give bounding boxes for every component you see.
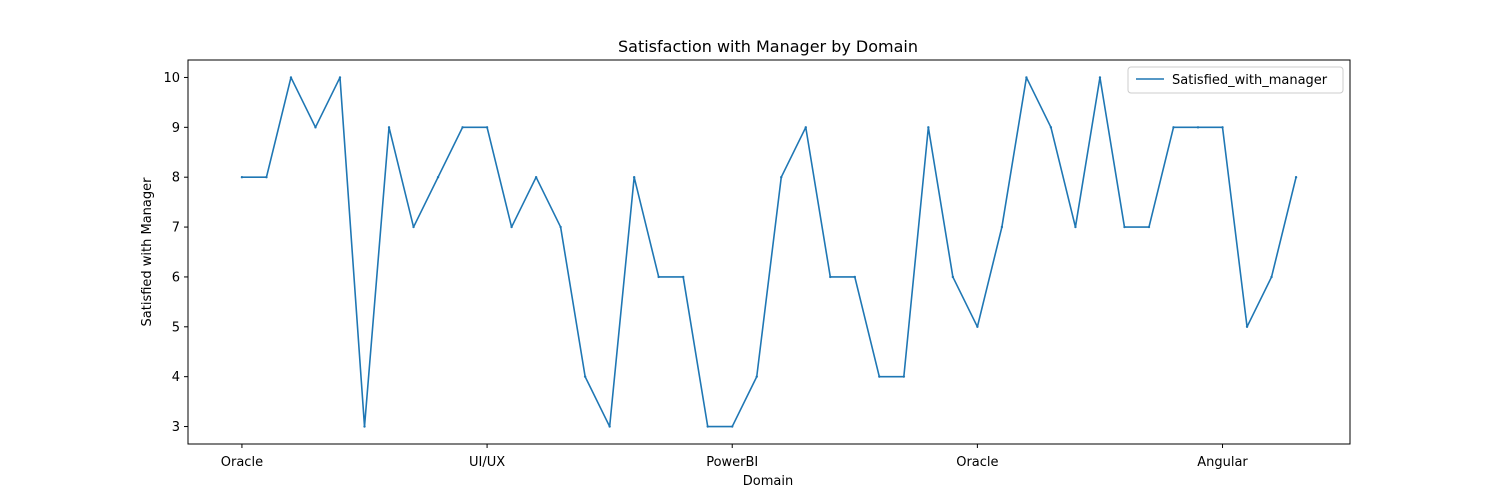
data-point bbox=[1123, 225, 1126, 229]
data-point bbox=[289, 76, 293, 79]
data-point bbox=[1294, 175, 1298, 179]
data-point bbox=[534, 175, 538, 179]
y-tick-label: 10 bbox=[163, 71, 180, 86]
data-point bbox=[731, 425, 734, 428]
data-point bbox=[363, 425, 366, 428]
data-point bbox=[976, 325, 979, 329]
data-point bbox=[314, 126, 317, 129]
data-point bbox=[1221, 126, 1224, 129]
data-point bbox=[853, 275, 856, 279]
data-point bbox=[338, 76, 342, 79]
x-tick-label: Angular bbox=[1197, 455, 1248, 470]
data-point bbox=[1270, 275, 1273, 279]
data-point bbox=[1098, 76, 1102, 79]
chart-title: Satisfaction with Manager by Domain bbox=[618, 37, 918, 56]
legend-box bbox=[1127, 66, 1344, 94]
y-tick-label: 4 bbox=[172, 370, 180, 385]
y-tick-label: 5 bbox=[172, 320, 180, 335]
data-point bbox=[706, 425, 709, 428]
data-point bbox=[927, 126, 930, 129]
x-axis-label: Domain bbox=[743, 474, 793, 489]
data-point bbox=[559, 225, 562, 229]
legend-label: Satisfied_with_manager bbox=[1172, 73, 1328, 88]
data-point bbox=[436, 175, 440, 179]
data-point bbox=[608, 425, 611, 428]
x-tick-label: Oracle bbox=[221, 455, 263, 470]
data-point bbox=[657, 275, 660, 279]
data-point bbox=[632, 175, 636, 179]
y-tick-label: 9 bbox=[172, 121, 180, 136]
data-point bbox=[1172, 126, 1175, 129]
data-point bbox=[461, 126, 464, 129]
y-tick-label: 3 bbox=[172, 420, 180, 435]
data-point bbox=[780, 175, 783, 179]
y-tick-label: 6 bbox=[172, 270, 180, 285]
legend: Satisfied_with_manager bbox=[1127, 66, 1344, 94]
data-point bbox=[1245, 325, 1249, 329]
data-point bbox=[387, 126, 391, 129]
data-point bbox=[510, 225, 513, 229]
x-tick-label: Oracle bbox=[956, 455, 998, 470]
data-point bbox=[1196, 126, 1200, 129]
data-point bbox=[583, 375, 587, 378]
plot-area: 3 4 5 6 7 8 9 10 Oracle UI/UX PowerBI Oracle Angular bbox=[163, 59, 1351, 470]
data-point bbox=[1147, 225, 1151, 229]
data-point bbox=[1025, 76, 1028, 79]
data-point bbox=[485, 126, 489, 129]
data-point bbox=[829, 275, 832, 279]
data-point bbox=[951, 275, 955, 279]
data-point bbox=[682, 275, 685, 279]
y-tick-label: 8 bbox=[172, 171, 180, 186]
data-point bbox=[1000, 225, 1004, 229]
data-point bbox=[755, 375, 758, 378]
data-point bbox=[265, 175, 268, 179]
plot-frame bbox=[187, 59, 1351, 445]
series-line-0 bbox=[241, 76, 1298, 428]
data-point bbox=[240, 175, 244, 179]
data-point bbox=[804, 126, 807, 129]
y-axis-label: Satisfied with Manager bbox=[140, 177, 155, 327]
x-tick-label: UI/UX bbox=[469, 455, 505, 470]
y-tick-label: 7 bbox=[172, 221, 180, 236]
data-point bbox=[902, 375, 906, 378]
data-point bbox=[878, 375, 881, 378]
data-point bbox=[1074, 225, 1077, 229]
x-tick-label: PowerBI bbox=[706, 455, 758, 470]
data-point bbox=[412, 225, 415, 229]
data-point bbox=[1049, 126, 1053, 129]
